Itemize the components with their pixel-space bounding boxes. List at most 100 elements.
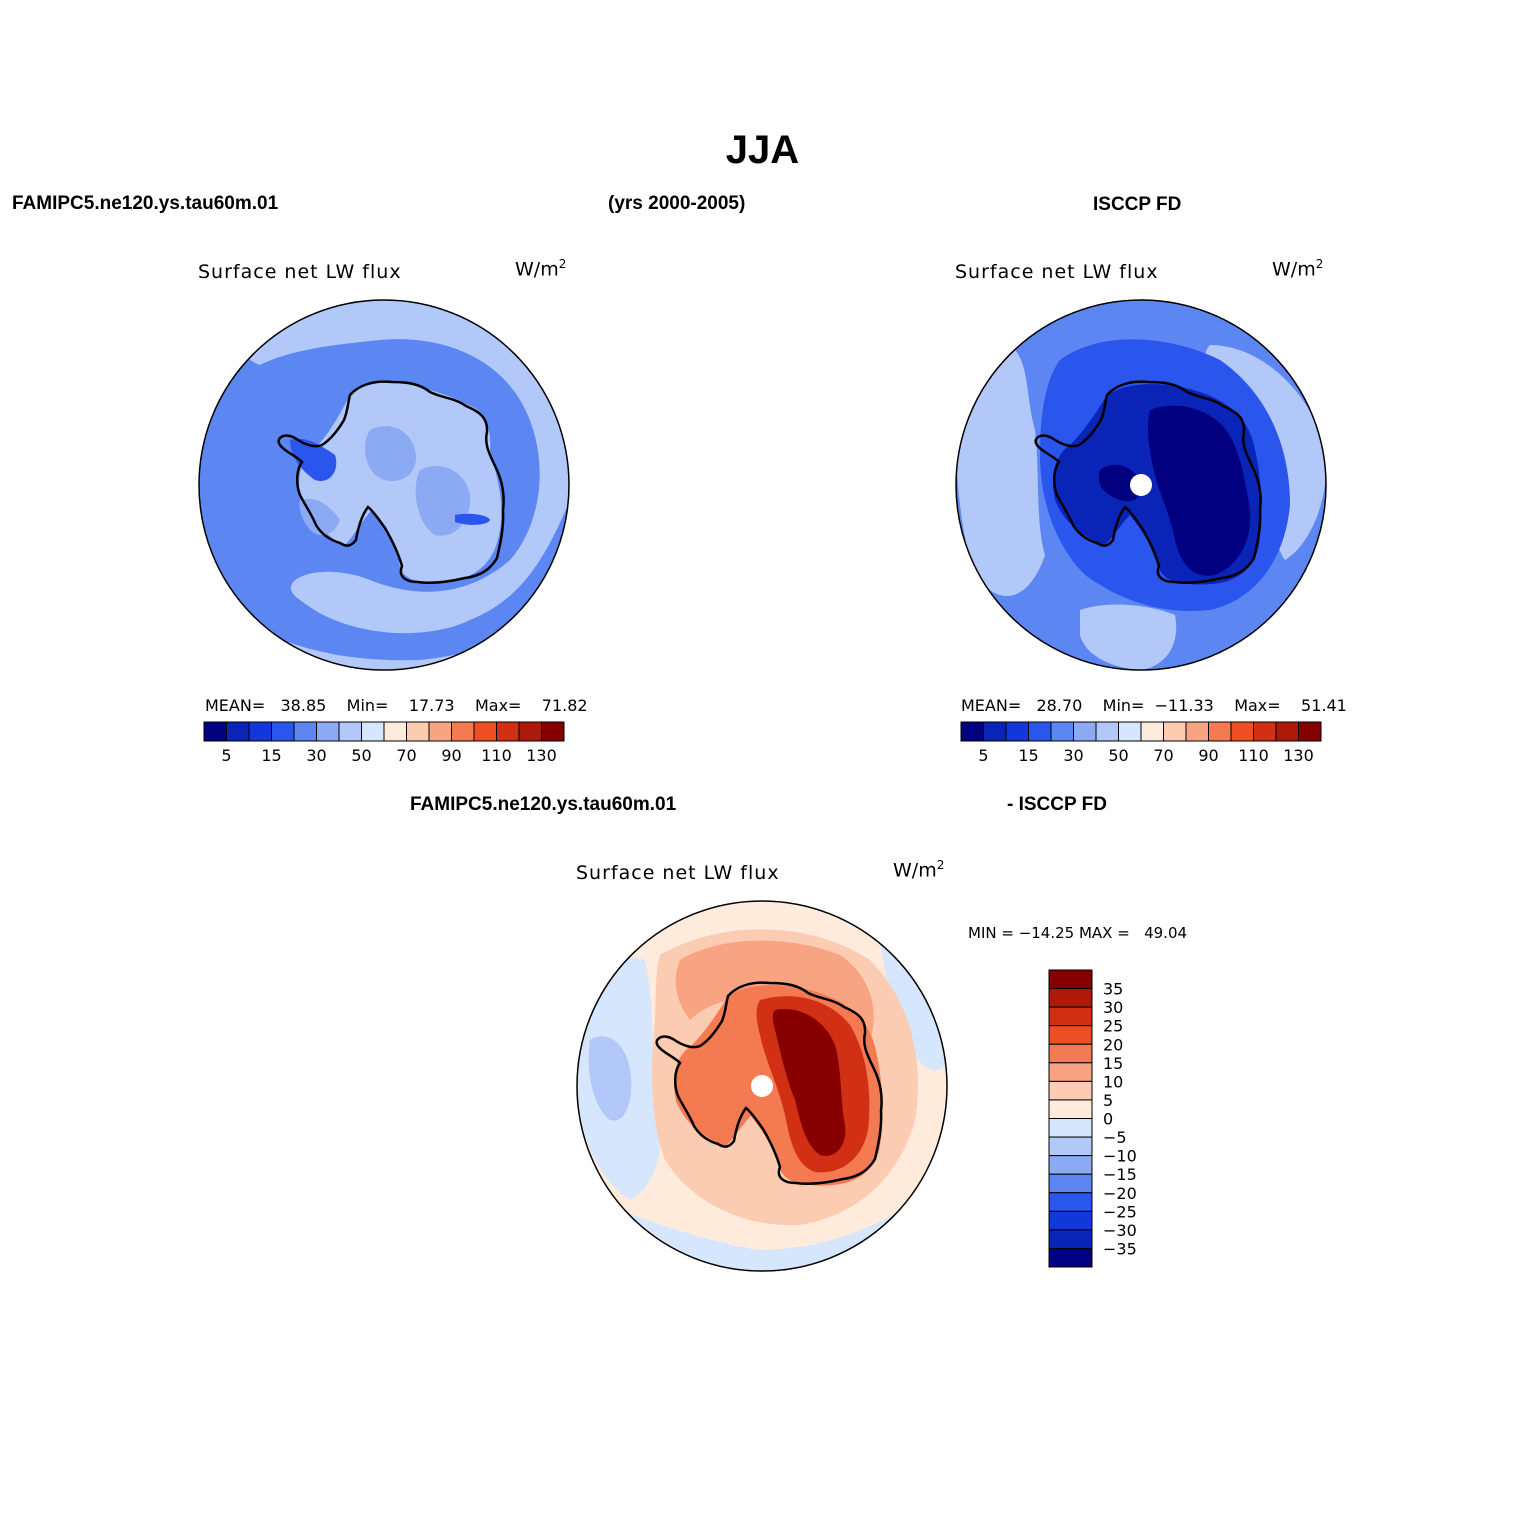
panel-obs-units: W/m2 xyxy=(1272,257,1323,280)
min-label: Min= xyxy=(1102,696,1145,715)
colorbar-swatch xyxy=(1048,1247,1093,1268)
colorbar-swatch xyxy=(1048,1080,1093,1101)
colorbar-swatch xyxy=(1048,1173,1093,1194)
units-exponent: 2 xyxy=(936,858,945,872)
colorbar-tick-label: 25 xyxy=(1103,1017,1123,1036)
map-model-boundary xyxy=(198,299,570,671)
panel-model-stats: MEAN= 38.85 Min= 17.73 Max= 71.82 xyxy=(205,696,588,715)
panel-obs-stats: MEAN= 28.70 Min= −11.33 Max= 51.41 xyxy=(961,696,1347,715)
map-model-ross-patch xyxy=(455,513,490,525)
colorbar-swatch xyxy=(1185,721,1209,742)
map-diff-coastline xyxy=(655,981,883,1186)
colorbar-swatch xyxy=(496,721,520,742)
colorbar-swatch xyxy=(1163,721,1187,742)
colorbar-swatch xyxy=(338,721,362,742)
colorbar-swatch xyxy=(451,721,475,742)
panel-model-variable: Surface net LW flux xyxy=(198,261,402,283)
colorbar-swatch xyxy=(1048,1025,1093,1045)
colorbar-tick-label: 130 xyxy=(526,746,557,765)
colorbar-swatch xyxy=(1048,1210,1093,1231)
colorbar-swatch xyxy=(1118,721,1142,742)
colorbar-swatch xyxy=(1028,721,1052,742)
map-obs-pale-south xyxy=(1080,604,1177,670)
map-obs xyxy=(955,299,1327,671)
colorbar-tick-label: 110 xyxy=(481,746,512,765)
max-label: Max= xyxy=(1234,696,1281,715)
units-text: W/m xyxy=(515,258,559,281)
colorbar-swatch xyxy=(1095,721,1119,742)
figure-title: JJA xyxy=(725,128,800,172)
colorbar-tick-label: 20 xyxy=(1103,1035,1123,1054)
colorbar-swatch xyxy=(1048,969,1093,990)
map-model-coastline xyxy=(277,380,505,585)
colorbar-swatch xyxy=(1005,721,1029,742)
model-case-label: FAMIPC5.ne120.ys.tau60m.01 xyxy=(12,193,279,214)
colorbar-tick-label: 15 xyxy=(1018,746,1038,765)
units-text: W/m xyxy=(1272,258,1316,281)
units-exponent: 2 xyxy=(558,257,567,271)
mean-label: MEAN= xyxy=(961,696,1022,715)
colorbar-swatch xyxy=(1073,721,1097,742)
max-label: Max= xyxy=(474,696,522,715)
colorbar-swatch xyxy=(1048,1155,1093,1175)
map-diff xyxy=(576,900,948,1272)
colorbar-model: 5 15 30 50 70 90 110 130 xyxy=(203,721,565,765)
colorbar-swatch xyxy=(1048,1118,1093,1138)
colorbar-swatch xyxy=(960,721,984,742)
colorbar-tick-label: 30 xyxy=(1063,746,1083,765)
map-obs-boundary xyxy=(955,299,1327,671)
colorbar-swatch xyxy=(1048,1136,1093,1157)
colorbar-tick-label: 50 xyxy=(1108,746,1128,765)
colorbar-tick-label: 35 xyxy=(1103,980,1123,999)
colorbar-tick-label: 30 xyxy=(306,746,326,765)
colorbar-swatch xyxy=(1048,988,1093,1008)
map-obs-interior-deep-2 xyxy=(1098,464,1142,502)
colorbar-tick-label: −15 xyxy=(1103,1165,1137,1184)
colorbar-tick-label: 0 xyxy=(1103,1110,1113,1129)
colorbar-swatch xyxy=(203,721,227,742)
colorbar-swatch xyxy=(1050,721,1074,742)
colorbar-swatch xyxy=(1298,721,1322,742)
panel-model-units: W/m2 xyxy=(515,257,566,280)
map-diff-pole-mask xyxy=(751,1075,773,1097)
colorbar-tick-label: 30 xyxy=(1103,998,1123,1017)
map-diff-interior-hottest xyxy=(772,1009,846,1156)
map-model-peninsula-patch xyxy=(290,438,337,481)
units-text: W/m xyxy=(893,859,937,882)
colorbar-tick-label: 50 xyxy=(351,746,371,765)
colorbar-swatch xyxy=(1275,721,1299,742)
map-model xyxy=(198,299,570,671)
min-value: 17.73 xyxy=(408,696,455,715)
colorbar-swatch xyxy=(1048,1043,1093,1064)
colorbar-tick-label: 15 xyxy=(1103,1054,1123,1073)
colorbar-tick-label: −20 xyxy=(1103,1184,1137,1203)
colorbar-swatch xyxy=(1230,721,1254,742)
colorbar-tick-label: 5 xyxy=(978,746,988,765)
colorbar-swatch xyxy=(383,721,407,742)
colorbar-tick-label: 5 xyxy=(221,746,231,765)
colorbar-tick-label: 15 xyxy=(261,746,281,765)
colorbar-tick-label: 90 xyxy=(1198,746,1218,765)
colorbar-tick-label: 110 xyxy=(1238,746,1269,765)
colorbar-swatch xyxy=(226,721,250,742)
colorbar-tick-label: −25 xyxy=(1103,1202,1137,1221)
colorbar-tick-label: −30 xyxy=(1103,1221,1137,1240)
panel-diff-variable: Surface net LW flux xyxy=(576,862,780,884)
mean-value: 28.70 xyxy=(1036,696,1083,715)
colorbar-tick-label: −35 xyxy=(1103,1239,1137,1258)
min-label: Min= xyxy=(346,696,389,715)
obs-case-label: ISCCP FD xyxy=(1093,194,1182,215)
map-diff-cool-east xyxy=(880,940,947,1071)
colorbar-swatch xyxy=(1048,1099,1093,1119)
max-value: 71.82 xyxy=(541,696,588,715)
colorbar-swatch xyxy=(271,721,295,742)
panel-diff-units: W/m2 xyxy=(893,858,944,881)
diff-model-label: FAMIPC5.ne120.ys.tau60m.01 xyxy=(410,794,677,815)
colorbar-swatch xyxy=(1253,721,1277,742)
map-obs-pale-west xyxy=(956,345,1045,597)
map-model-interior-patch-1 xyxy=(365,426,416,481)
colorbar-tick-label: 10 xyxy=(1103,1072,1123,1091)
max-value: 51.41 xyxy=(1301,696,1347,715)
colorbar-tick-label: 90 xyxy=(441,746,461,765)
